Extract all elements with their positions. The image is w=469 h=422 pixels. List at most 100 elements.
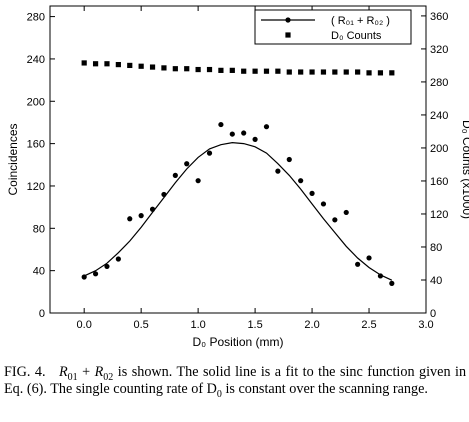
caption-text-2: is constant over the scanning range.: [225, 381, 428, 397]
legend-box: [254, 9, 412, 45]
coincidence-point: [195, 178, 201, 184]
y-left-tick-label: 0: [39, 308, 45, 320]
caption-sub-02: 02: [103, 371, 114, 383]
x-tick-label: 1.0: [190, 319, 205, 331]
x-tick-label: 3.0: [418, 319, 433, 331]
coincidence-point: [81, 274, 87, 280]
d0-count-point: [229, 67, 235, 73]
d0-count-point: [355, 69, 361, 75]
d0-count-point: [172, 66, 178, 72]
coincidence-point: [389, 280, 395, 286]
plot-frame-box: [49, 5, 427, 314]
y-left-tick-label: 160: [27, 139, 45, 151]
d0-count-point: [161, 65, 167, 71]
coincidence-point: [309, 190, 315, 196]
x-tick-label: 0.5: [134, 319, 149, 331]
d0-count-point: [377, 70, 384, 76]
caption-fig-label: FIG. 4.: [4, 364, 46, 380]
coincidence-point: [298, 178, 304, 184]
y-left-tick-label: 80: [33, 223, 45, 235]
coincidence-point: [263, 124, 270, 130]
d0-count-point: [138, 63, 144, 69]
coincidence-point: [172, 172, 178, 178]
coincidence-point: [320, 201, 327, 207]
coincidence-point: [218, 121, 224, 128]
figure-chart: 0.0 0.5 1.0 1.5 2.0 2.5 3.00408012016020024028…: [6, 5, 469, 349]
d0-count-point: [332, 69, 338, 75]
d0-count-point: [309, 69, 315, 75]
coincidence-point: [275, 168, 281, 174]
y-right-tick-label: 360: [430, 11, 448, 23]
data-marks: [81, 60, 395, 286]
d0-count-point: [127, 62, 133, 69]
caption-sub-0: 0: [216, 388, 222, 400]
d0-count-point: [320, 69, 327, 75]
x-axis-label: D₀ Position (mm): [193, 335, 284, 349]
d0-count-point: [298, 69, 304, 75]
caption-r01: R: [58, 364, 68, 380]
y-right-tick-label: 160: [430, 176, 448, 188]
y-right-tick-label: 280: [430, 77, 448, 89]
caption-plus: +: [82, 364, 91, 380]
plot-area: [49, 5, 427, 314]
sinc-fit-line: [83, 141, 393, 281]
coincidence-point: [343, 209, 349, 216]
axes: 0.0 0.5 1.0 1.5 2.0 2.5 3.00408012016020024028…: [27, 6, 448, 331]
legend-entry-d0-counts: D₀ Counts: [331, 30, 382, 42]
legend: ( R₀₁ + R₀₂ ) D₀ Counts: [254, 9, 412, 45]
coincidence-point: [184, 161, 190, 167]
y-right-tick-label: 0: [430, 308, 436, 320]
caption-r02: R: [94, 364, 104, 380]
x-tick-label: 0.0: [77, 319, 92, 331]
coincidence-point: [355, 261, 361, 267]
coincidence-point: [377, 273, 384, 279]
d0-count-point: [275, 68, 281, 74]
d0-count-point: [389, 70, 395, 76]
d0-count-point: [115, 61, 121, 68]
coincidence-point: [104, 263, 110, 270]
legend-entry-r01-r02: ( R₀₁ + R₀₂ ): [331, 15, 390, 27]
fit-curve-layer: [83, 141, 393, 281]
d0-count-point: [81, 60, 87, 66]
y-right-tick-label: 200: [430, 143, 448, 155]
coincidence-point: [127, 216, 133, 222]
d0-count-point: [343, 69, 349, 75]
d0-count-point: [263, 68, 270, 74]
d0-count-point: [104, 61, 110, 67]
d0-count-point: [149, 64, 156, 70]
y-right-tick-label: 320: [430, 44, 448, 56]
coincidence-point: [138, 213, 144, 219]
y-left-axis-label: Coincidences: [6, 123, 20, 195]
d0-count-point: [195, 66, 201, 73]
d0-count-point: [218, 67, 224, 73]
x-tick-label: 2.5: [361, 319, 376, 331]
coincidence-point: [332, 217, 338, 223]
d0-count-point: [366, 70, 372, 76]
d0-count-point: [184, 66, 190, 72]
y-left-tick-label: 40: [33, 266, 45, 278]
y-right-tick-label: 240: [430, 110, 448, 122]
caption-sub-01: 01: [67, 371, 78, 383]
coincidence-point: [229, 131, 235, 137]
axis-labels: D₀ Position (mm) Coincidences D₀ Counts (x…: [6, 120, 469, 349]
legend-square-sample: [285, 32, 291, 38]
d0-count-point: [252, 68, 258, 74]
legend-circle-sample: [285, 17, 291, 23]
figure-caption: FIG. 4. R01 + R02 is shown. The solid li…: [4, 364, 466, 400]
coincidence-point: [206, 150, 213, 156]
y-right-tick-label: 120: [430, 209, 448, 221]
y-left-tick-label: 240: [27, 54, 45, 66]
y-left-tick-label: 200: [27, 96, 45, 108]
coincidence-point: [252, 136, 258, 142]
coincidence-point: [92, 271, 99, 277]
d0-count-point: [286, 69, 292, 75]
coincidence-point: [161, 191, 167, 198]
y-left-tick-label: 120: [27, 181, 45, 193]
y-right-tick-label: 80: [430, 242, 442, 254]
d0-count-point: [241, 68, 247, 74]
coincidence-point: [241, 130, 247, 136]
y-right-tick-label: 40: [430, 275, 442, 287]
d0-count-point: [92, 61, 99, 67]
coincidence-point: [149, 206, 156, 212]
x-tick-label: 2.0: [304, 319, 319, 331]
